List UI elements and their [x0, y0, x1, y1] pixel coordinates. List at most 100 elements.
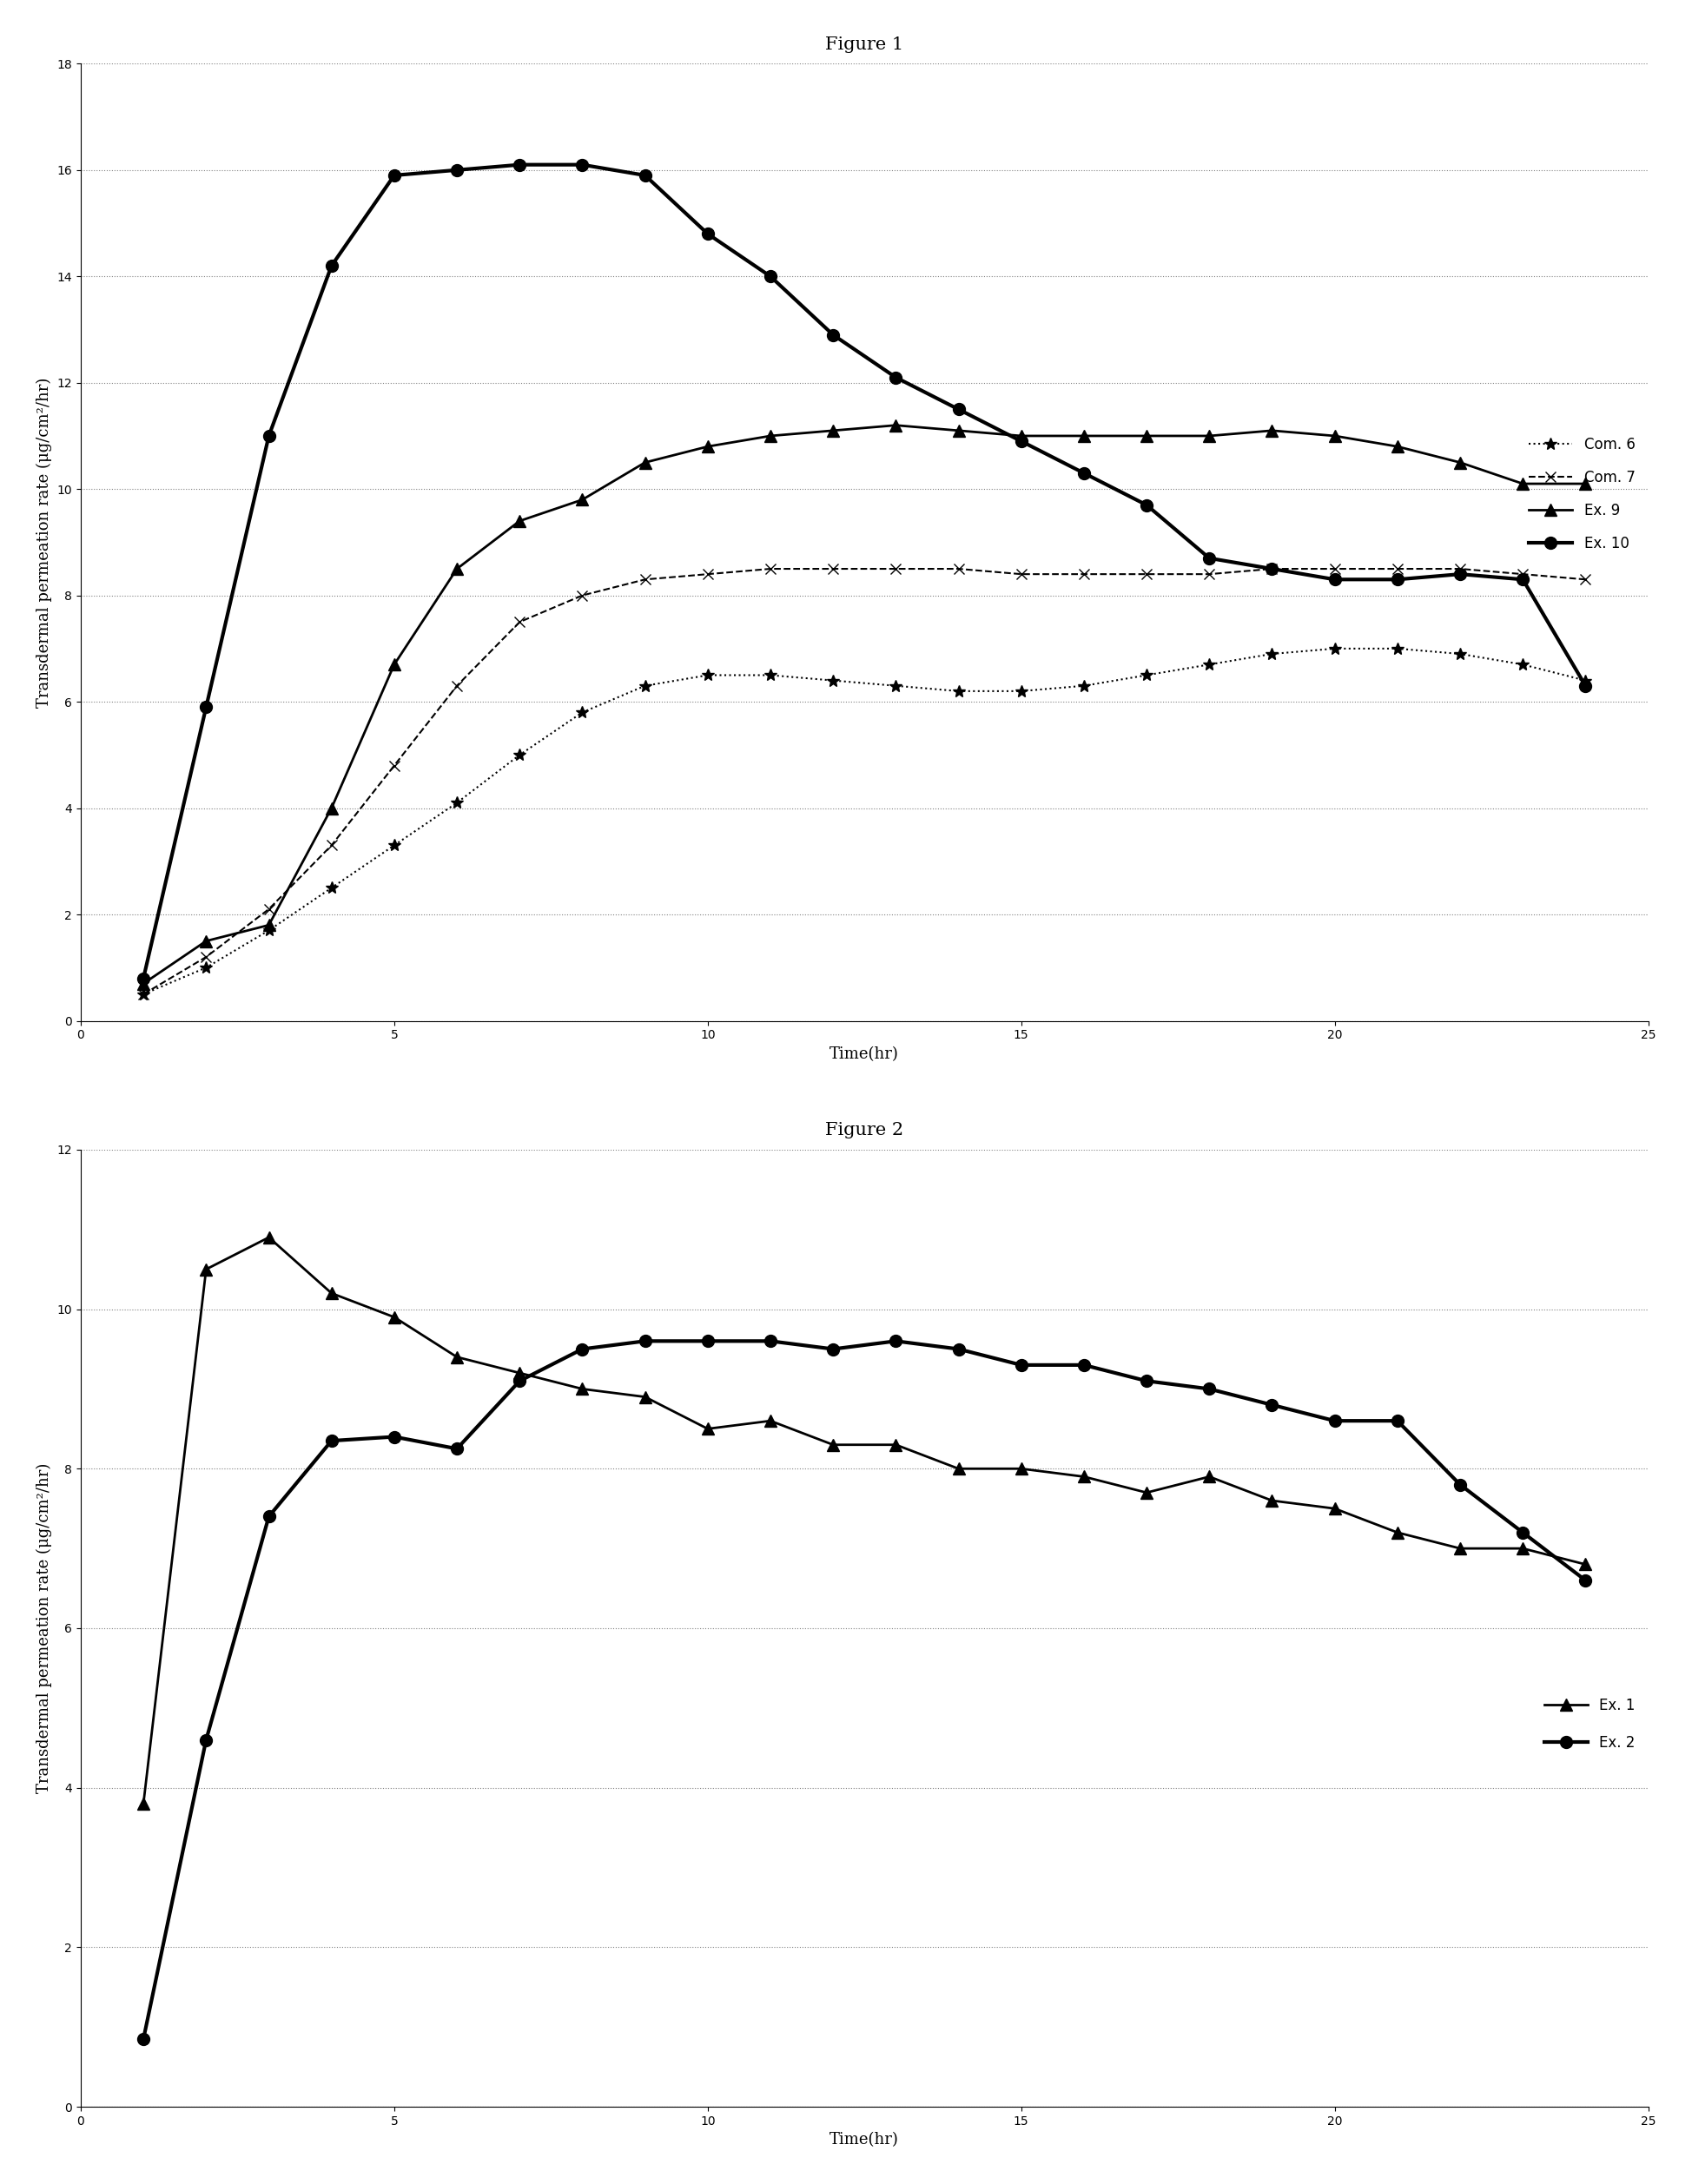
- Ex. 9: [885, 413, 905, 439]
- Com. 7: [1387, 555, 1408, 581]
- Ex. 10: [259, 424, 279, 450]
- Com. 6: [822, 668, 843, 695]
- Ex. 9: [1513, 470, 1533, 496]
- Com. 7: [1012, 561, 1032, 587]
- Com. 7: [760, 555, 780, 581]
- Ex. 10: [1450, 561, 1470, 587]
- Com. 7: [697, 561, 717, 587]
- Com. 6: [321, 876, 342, 902]
- Com. 7: [1074, 561, 1095, 587]
- Com. 6: [134, 981, 154, 1007]
- Com. 6: [1012, 677, 1032, 703]
- Com. 6: [1200, 651, 1220, 677]
- Ex. 1: [634, 1385, 655, 1411]
- Ex. 10: [134, 965, 154, 992]
- Ex. 2: [572, 1337, 592, 1363]
- Ex. 2: [509, 1367, 530, 1393]
- Com. 6: [949, 677, 970, 703]
- Ex. 10: [572, 151, 592, 177]
- Ex. 10: [1137, 491, 1157, 518]
- Ex. 2: [1074, 1352, 1095, 1378]
- Ex. 1: [1200, 1463, 1220, 1489]
- Line: Ex. 10: Ex. 10: [137, 159, 1592, 985]
- Ex. 10: [1200, 546, 1220, 572]
- Ex. 9: [509, 509, 530, 535]
- Ex. 10: [949, 395, 970, 422]
- Com. 7: [1450, 555, 1470, 581]
- Ex. 1: [572, 1376, 592, 1402]
- Ex. 1: [259, 1225, 279, 1251]
- Ex. 2: [384, 1424, 404, 1450]
- Ex. 10: [1325, 566, 1345, 592]
- Ex. 1: [1325, 1496, 1345, 1522]
- Com. 6: [572, 699, 592, 725]
- Y-axis label: Transdermal permeation rate (μg/cm²/hr): Transdermal permeation rate (μg/cm²/hr): [36, 378, 52, 708]
- Title: Figure 1: Figure 1: [826, 37, 904, 52]
- Ex. 1: [760, 1409, 780, 1435]
- Com. 6: [447, 791, 467, 817]
- Com. 6: [1262, 640, 1283, 666]
- Ex. 10: [885, 365, 905, 391]
- Ex. 2: [1262, 1391, 1283, 1417]
- Ex. 1: [1450, 1535, 1470, 1562]
- Ex. 9: [572, 487, 592, 513]
- Ex. 2: [1387, 1409, 1408, 1435]
- Ex. 2: [321, 1428, 342, 1455]
- Ex. 1: [885, 1433, 905, 1459]
- Com. 6: [1137, 662, 1157, 688]
- Ex. 10: [1513, 566, 1533, 592]
- Com. 7: [321, 832, 342, 858]
- Ex. 2: [634, 1328, 655, 1354]
- Ex. 2: [1325, 1409, 1345, 1435]
- Line: Ex. 1: Ex. 1: [137, 1232, 1592, 1811]
- Legend: Ex. 1, Ex. 2: Ex. 1, Ex. 2: [1538, 1693, 1641, 1756]
- Line: Ex. 2: Ex. 2: [137, 1334, 1592, 2044]
- Com. 7: [885, 555, 905, 581]
- Ex. 2: [1575, 1568, 1596, 1594]
- Com. 6: [1513, 651, 1533, 677]
- Com. 6: [1387, 636, 1408, 662]
- Ex. 1: [1074, 1463, 1095, 1489]
- Com. 7: [447, 673, 467, 699]
- Com. 6: [384, 832, 404, 858]
- Ex. 9: [760, 424, 780, 450]
- Com. 6: [1074, 673, 1095, 699]
- Com. 7: [1200, 561, 1220, 587]
- Ex. 9: [259, 913, 279, 939]
- Ex. 9: [321, 795, 342, 821]
- Ex. 1: [822, 1433, 843, 1459]
- Com. 6: [1575, 668, 1596, 695]
- Com. 6: [1450, 640, 1470, 666]
- Ex. 10: [1012, 428, 1032, 454]
- Com. 7: [509, 609, 530, 636]
- Com. 7: [384, 753, 404, 780]
- Com. 7: [634, 566, 655, 592]
- X-axis label: Time(hr): Time(hr): [829, 2132, 898, 2147]
- Line: Ex. 9: Ex. 9: [137, 419, 1592, 989]
- Ex. 1: [1012, 1455, 1032, 1481]
- Com. 6: [634, 673, 655, 699]
- Title: Figure 2: Figure 2: [826, 1123, 904, 1138]
- Ex. 10: [321, 253, 342, 280]
- Ex. 1: [697, 1415, 717, 1441]
- Ex. 1: [1137, 1479, 1157, 1505]
- Ex. 9: [697, 432, 717, 459]
- Com. 7: [134, 981, 154, 1007]
- Ex. 2: [760, 1328, 780, 1354]
- Com. 6: [885, 673, 905, 699]
- Ex. 1: [509, 1361, 530, 1387]
- Legend: Com. 6, Com. 7, Ex. 9, Ex. 10: Com. 6, Com. 7, Ex. 9, Ex. 10: [1523, 430, 1641, 557]
- Com. 7: [1325, 555, 1345, 581]
- Ex. 10: [1262, 555, 1283, 581]
- Ex. 2: [1513, 1520, 1533, 1546]
- Ex. 9: [447, 555, 467, 581]
- Ex. 2: [885, 1328, 905, 1354]
- Ex. 9: [1262, 417, 1283, 443]
- Com. 7: [1575, 566, 1596, 592]
- Com. 6: [509, 743, 530, 769]
- Ex. 9: [1450, 450, 1470, 476]
- Ex. 10: [509, 151, 530, 177]
- Com. 7: [259, 895, 279, 922]
- Ex. 9: [134, 970, 154, 996]
- Com. 6: [697, 662, 717, 688]
